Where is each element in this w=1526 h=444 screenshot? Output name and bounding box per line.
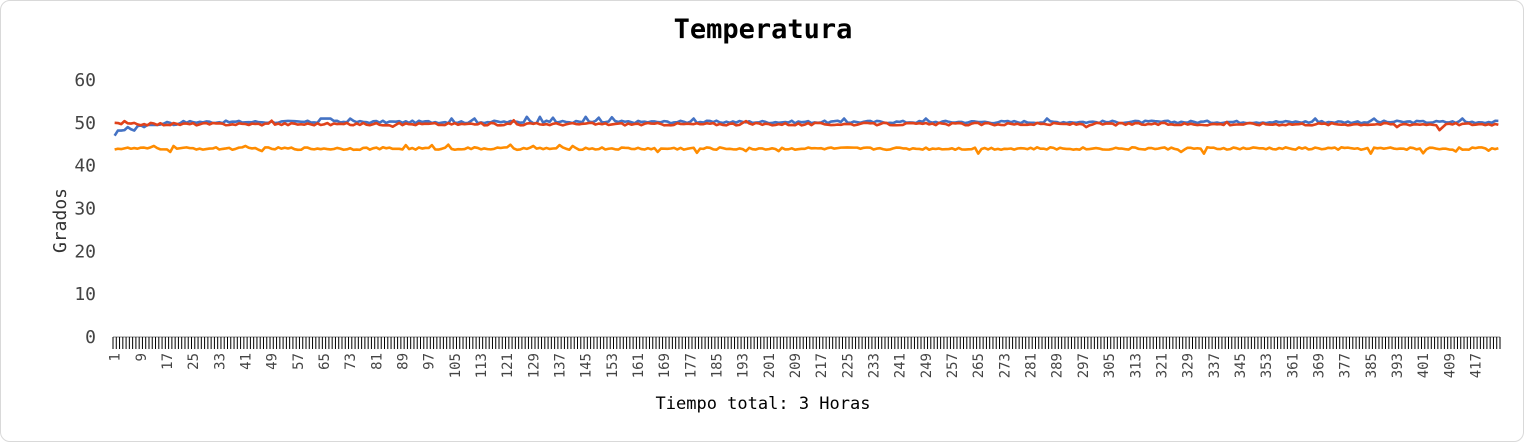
x-tick-label: 409 — [1442, 353, 1458, 378]
y-tick-label: 40 — [74, 156, 96, 177]
y-tick-label: 0 — [85, 327, 96, 348]
x-tick-label: 257 — [945, 353, 961, 378]
x-tick-label: 73 — [343, 353, 359, 370]
x-tick-label: 233 — [867, 353, 883, 378]
x-tick-label: 353 — [1259, 353, 1275, 378]
x-tick-label: 97 — [422, 353, 438, 370]
y-tick-label: 50 — [74, 113, 96, 134]
x-axis-ticks — [112, 337, 1501, 349]
x-tick-label: 289 — [1050, 353, 1066, 378]
x-tick-label: 265 — [971, 353, 987, 378]
x-tick-label: 17 — [160, 353, 176, 370]
x-tick-label: 33 — [212, 353, 228, 370]
x-tick-label: 273 — [997, 353, 1013, 378]
x-tick-label: 281 — [1024, 353, 1040, 378]
x-tick-label: 169 — [657, 353, 673, 378]
x-tick-label: 137 — [553, 353, 569, 378]
x-tick-label: 305 — [1102, 353, 1118, 378]
x-tick-label: 57 — [291, 353, 307, 370]
series-line-2 — [114, 143, 1499, 155]
x-tick-label: 113 — [474, 353, 490, 378]
x-tick-label: 393 — [1390, 353, 1406, 378]
y-tick-label: 10 — [74, 284, 96, 305]
x-tick-label: 145 — [579, 353, 595, 378]
x-tick-label: 49 — [265, 353, 281, 370]
x-tick-label: 65 — [317, 353, 333, 370]
x-axis-label: Tiempo total: 3 Horas — [655, 394, 871, 414]
x-tick-label: 313 — [1128, 353, 1144, 378]
x-tick-label: 337 — [1207, 353, 1223, 378]
x-tick-label: 89 — [396, 353, 412, 370]
x-tick-label: 153 — [605, 353, 621, 378]
x-tick-label: 377 — [1338, 353, 1354, 378]
x-tick-label: 41 — [238, 353, 254, 370]
x-tick-label: 193 — [736, 353, 752, 378]
x-tick-label: 129 — [526, 353, 542, 378]
x-tick-label: 161 — [631, 353, 647, 378]
x-tick-label: 9 — [134, 353, 150, 361]
x-tick-label: 105 — [448, 353, 464, 378]
x-tick-label: 385 — [1364, 353, 1380, 378]
x-tick-label: 361 — [1285, 353, 1301, 378]
y-tick-label: 30 — [74, 199, 96, 220]
x-tick-label: 1 — [108, 353, 124, 361]
x-tick-label: 369 — [1311, 353, 1327, 378]
x-tick-label: 121 — [500, 353, 516, 378]
y-tick-label: 20 — [74, 241, 96, 262]
series-line-1 — [113, 115, 1499, 137]
x-tick-label: 225 — [840, 353, 856, 378]
x-tick-label: 321 — [1154, 353, 1170, 378]
x-tick-label: 329 — [1181, 353, 1197, 378]
x-tick-label: 185 — [710, 353, 726, 378]
x-tick-label: 25 — [186, 353, 202, 370]
x-tick-label: 217 — [814, 353, 830, 378]
x-tick-label: 177 — [683, 353, 699, 378]
y-tick-label: 60 — [74, 70, 96, 91]
x-tick-label: 417 — [1468, 353, 1484, 378]
x-tick-label: 345 — [1233, 353, 1249, 378]
x-tick-label: 81 — [369, 353, 385, 370]
series-line-3 — [114, 118, 1499, 132]
x-tick-label: 241 — [893, 353, 909, 378]
chart-title: Temperatura — [673, 14, 853, 45]
x-tick-label: 249 — [919, 353, 935, 378]
x-tick-label: 201 — [762, 353, 778, 378]
x-tick-label: 297 — [1076, 353, 1092, 378]
x-tick-label: 209 — [788, 353, 804, 378]
x-tick-label: 401 — [1416, 353, 1432, 378]
